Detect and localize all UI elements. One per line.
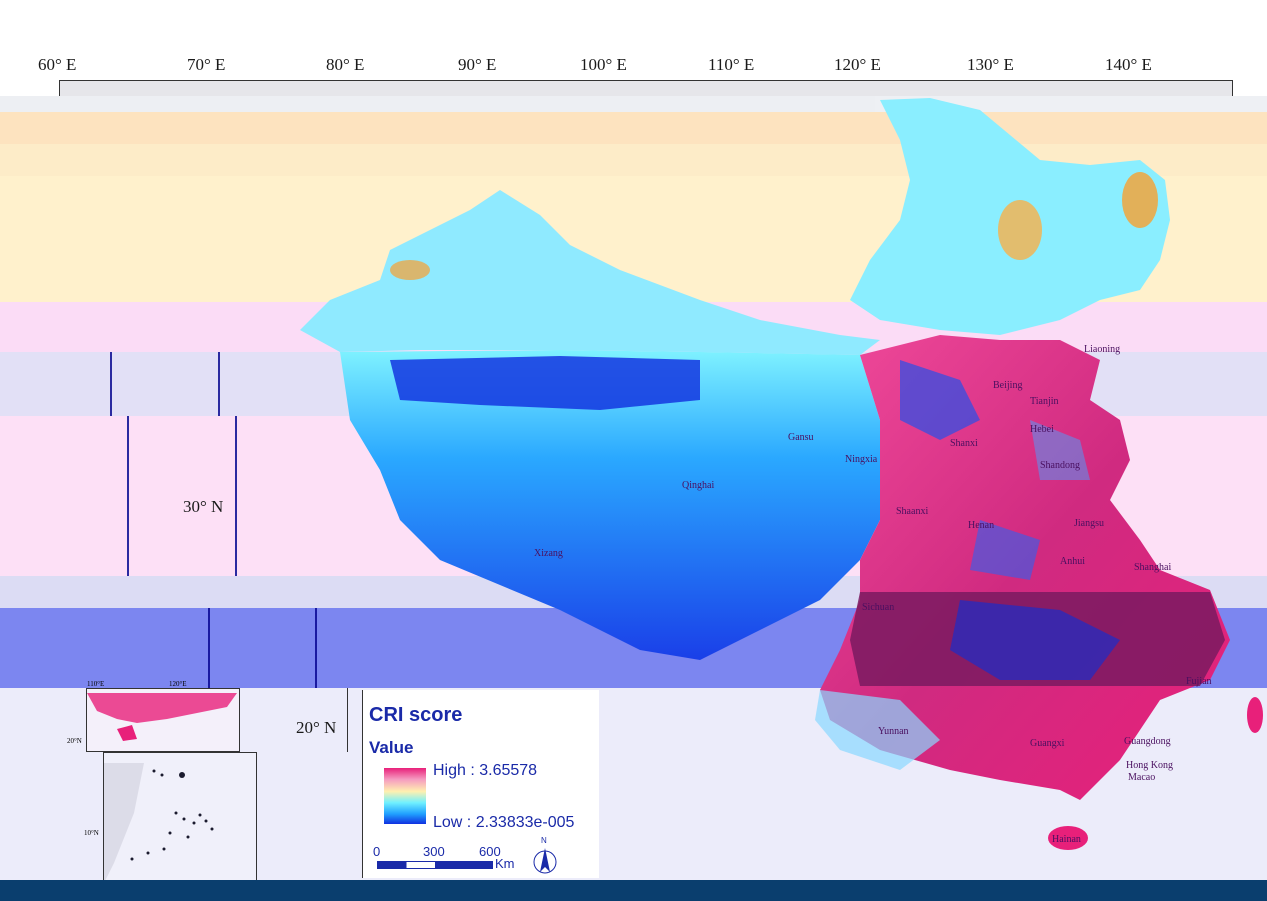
scale-label-300: 300 [423,844,445,859]
lon-label-100: 100° E [580,55,627,74]
province-label: Gansu [788,432,814,443]
lon-label-120: 120° E [834,55,881,74]
region-northwest [300,190,880,355]
lat-label-20: 20° N [296,718,337,737]
inset-lat-20: 20°N [67,737,82,745]
top-band [0,96,875,112]
province-label: Liaoning [1084,344,1121,355]
lon-label-60: 60° E [38,55,77,74]
province-label: Jiangsu [1074,518,1104,529]
province-label: Macao [1128,772,1156,783]
inset-lon-120: 120°E [169,680,187,688]
region-west [340,350,880,660]
province-label: Beijing [993,380,1023,391]
province-label: Guangdong [1124,736,1171,747]
inset-lon-110: 110°E [87,680,105,688]
north-arrow-icon [533,848,557,874]
scale-label-600: 600 [479,844,501,859]
province-label: Shanghai [1134,562,1172,573]
lon-label-130: 130° E [967,55,1014,74]
province-label: Hebei [1030,424,1054,435]
lon-label-70: 70° E [187,55,226,74]
province-label: Tianjin [1030,396,1059,407]
legend-high-value: High : 3.65578 [433,762,538,779]
province-label: Xizang [534,548,563,559]
legend-low-value: Low : 2.33833e-005 [433,814,575,831]
legend: CRI score Value High : 3.65578 Low : 2.3… [362,690,599,878]
lon-label-90: 90° E [458,55,497,74]
legend-color-ramp [384,768,426,824]
bottom-bar [0,880,1267,901]
province-label: Hainan [1052,834,1081,845]
province-label: Henan [968,520,995,531]
province-label: Ningxia [845,454,878,465]
legend-subtitle: Value [369,738,414,757]
scale-label-0: 0 [373,844,381,859]
province-label: Qinghai [682,480,715,491]
province-label: Shaanxi [896,506,929,517]
scale-bar [377,861,493,869]
province-label: Hong Kong [1126,760,1173,771]
inset-lat-10: 10°N [84,829,99,837]
inset-islands-map [104,763,214,883]
lat-label-30: 30° N [183,497,224,516]
south-china-sea-inset: 110°E 120°E 20°N [67,680,240,752]
south-china-sea-islands: 10°N [84,752,257,894]
scale-unit: Km [495,856,515,871]
province-label: Shanxi [950,438,978,449]
province-label: Fujian [1186,676,1212,687]
province-label: Sichuan [862,602,895,613]
legend-title: CRI score [369,704,463,726]
province-label: Anhui [1060,556,1085,567]
province-label: Guangxi [1030,738,1065,749]
province-label: Yunnan [878,726,909,737]
province-label: Shandong [1040,460,1080,471]
lon-label-140: 140° E [1105,55,1152,74]
lon-label-110: 110° E [708,55,755,74]
inset-top-map [87,693,237,741]
lon-label-80: 80° E [326,55,365,74]
north-label: N [541,836,547,845]
